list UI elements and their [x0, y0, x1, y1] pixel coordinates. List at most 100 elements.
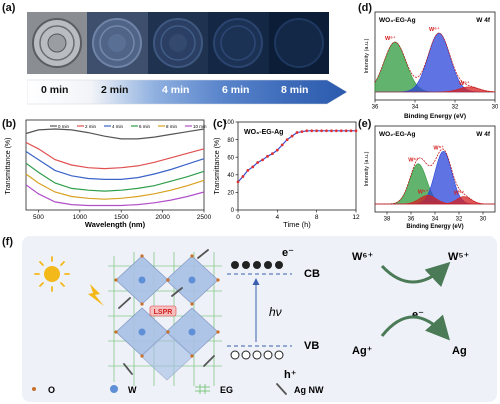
legend-agnw-marker [276, 383, 287, 395]
chart-c-point [241, 175, 245, 178]
chart-c-point [339, 129, 343, 133]
panel-b-label: (b) [2, 118, 17, 130]
ag-label: Ag [452, 345, 467, 357]
chart-e-ylabel: Intensity (a.u.) [364, 151, 370, 186]
chart-b-xtick-label: 1500 [114, 214, 129, 221]
legend-w: W [128, 385, 137, 395]
chart-b-legend-label: 10 min [193, 124, 207, 129]
chart-b-legend-label: 2 min [85, 124, 97, 129]
h-plus-label: h⁺ [284, 369, 297, 381]
chart-e-xtick-label: 30 [480, 217, 487, 223]
chart-b-xtick-label: 2500 [197, 214, 212, 221]
chart-c-xtick-label: 8 [315, 214, 319, 221]
chart-e-xlabel: Binding Energy (eV) [406, 224, 463, 230]
chart-c-ytick-label: 40 [227, 173, 234, 179]
chart-b-legend-label: 4 min [112, 124, 124, 129]
electrons-cb [231, 261, 283, 269]
chart-c-point [354, 129, 358, 133]
time-label-0min: 0 min [41, 84, 69, 96]
chart-c-transmittance-time: WO₃-EG-Ag Transmittance (%) Time (h) 0 4 8… [214, 120, 360, 229]
legend-eg-marker [195, 384, 210, 394]
film-photo-4min [148, 12, 208, 74]
university-seal-icon [213, 18, 263, 68]
university-seal-icon [274, 18, 324, 68]
film-photo-2min [87, 12, 148, 74]
chart-c-point [295, 131, 299, 134]
chart-c-ytick-label: 0 [231, 208, 235, 214]
chart-c-point [315, 129, 319, 133]
chart-e-xps: WO₂-EG-Ag W 4f Intensity (a.u.) Binding … [364, 125, 496, 230]
chart-c-ylabel: Transmittance (%) [214, 138, 221, 195]
legend-agnw: Ag NW [294, 385, 324, 395]
chart-e-peak-label: W⁵⁺ [418, 188, 429, 195]
chart-d-xtick-label: 36 [372, 105, 379, 111]
panel-a-label: (a) [2, 2, 16, 14]
chart-d-peak-label: W⁵⁺ [459, 80, 470, 87]
film-photo-8min [269, 12, 329, 74]
chart-c-point [300, 130, 304, 134]
redox-cycle: W⁶⁺ W⁵⁺ e⁻ Ag⁺ Ag [352, 251, 470, 357]
chart-c-title: WO₃-EG-Ag [244, 129, 283, 136]
time-label-8min: 8 min [281, 84, 309, 96]
chart-c-point [246, 169, 250, 172]
chart-c-series-line [237, 130, 356, 183]
chart-d-title: WO₃-EG-Ag [379, 17, 416, 24]
chart-c-point [236, 180, 240, 184]
chart-e-xtick-label: 32 [456, 217, 463, 223]
holes-vb [230, 350, 284, 360]
legend-eg: EG [220, 385, 233, 395]
chart-b-series-line [25, 128, 205, 140]
cb-label: CB [304, 268, 320, 280]
chart-d-peak-label: W⁶⁺ [429, 26, 440, 33]
chart-b-legend-label: 0 min [58, 124, 70, 129]
chart-e-peak-label: W⁵⁺ [454, 190, 465, 197]
chart-b-series-line [25, 141, 205, 170]
chart-b-series-line [25, 162, 205, 192]
chart-c-point [349, 129, 353, 133]
chart-e-peak-label: W⁶⁺ [433, 144, 444, 151]
chart-b-series-line [25, 150, 205, 181]
chart-c-ytick-label: 60 [227, 155, 234, 161]
chart-c-point [344, 129, 348, 133]
chart-e-peak [375, 196, 495, 205]
band-diagram: e⁻ hν CB VB h⁺ [227, 247, 320, 381]
film-photo-strip [27, 12, 329, 74]
chart-e-xtick-label: 34 [432, 217, 439, 223]
chart-d-xps: WO₃-EG-Ag W 4f Intensity (a.u.) Binding … [364, 11, 498, 120]
chart-c-xtick-label: 0 [236, 214, 240, 221]
chart-d-peak-label: W⁶⁺ [385, 35, 396, 42]
time-labels: 0 min 2 min 4 min 6 min 8 min [27, 84, 329, 100]
chart-c-ytick-label: 100 [224, 120, 235, 126]
panel-f-label: (f) [2, 236, 13, 248]
chart-c-point [305, 129, 309, 133]
chart-e-peak-label: W⁶⁺ [408, 157, 419, 164]
chart-c-point [261, 158, 264, 162]
ag-plus-label: Ag⁺ [352, 345, 373, 357]
time-label-6min: 6 min [222, 84, 250, 96]
chart-d-xtick-label: 32 [452, 105, 459, 111]
chart-e-envelope [375, 148, 495, 205]
chart-c-point [285, 138, 289, 141]
chart-c-point [325, 129, 328, 133]
panel-d-label: (d) [358, 2, 373, 14]
chart-c-ytick-label: 80 [227, 138, 234, 144]
chart-d-xlabel: Binding Energy (eV) [404, 113, 466, 120]
chart-c-point [251, 165, 255, 169]
chart-c-xtick-label: 12 [352, 214, 360, 221]
chart-c-xlabel: Time (h) [283, 220, 311, 229]
w6-label: W⁶⁺ [352, 251, 373, 263]
chart-b-frame [25, 119, 205, 211]
chart-c-point [271, 152, 274, 156]
legend-o-marker [32, 387, 36, 391]
e-minus-label: e⁻ [282, 247, 294, 259]
chart-c-frame [237, 121, 357, 211]
film-photo-0min [27, 12, 87, 74]
chart-d-ylabel: Intensity (a.u.) [364, 38, 370, 73]
chart-b-legend-label: 8 min [166, 124, 178, 129]
chart-d-xtick-label: 30 [492, 105, 498, 111]
chart-c-ytick-label: 20 [227, 191, 234, 197]
time-label-4min: 4 min [162, 84, 190, 96]
chart-c-point [334, 129, 338, 133]
chart-e-peak [375, 151, 495, 205]
chart-b-transmittance-spectra: Transmittance (%) Wavelength (nm) 500 100… [5, 119, 212, 229]
